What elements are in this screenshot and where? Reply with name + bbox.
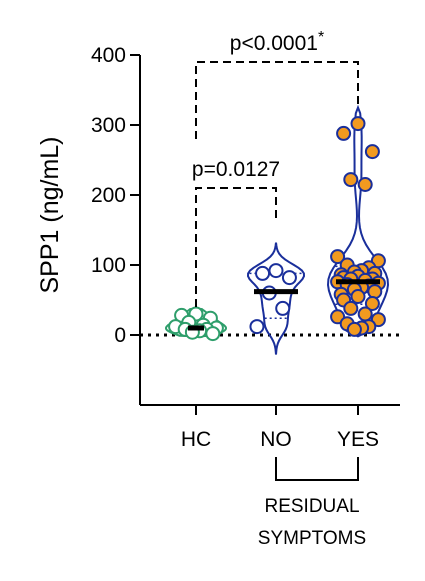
x-tick-label-yes: YES: [337, 428, 379, 451]
x-ticks: HC NO YES: [181, 405, 379, 451]
significance-annotations: p=0.0127 p<0.0001*: [192, 29, 359, 307]
data-point: [357, 177, 373, 192]
y-tick-label: 0: [114, 324, 126, 347]
data-point: [343, 300, 359, 316]
significance-bracket: [195, 187, 277, 307]
group-label-line-2: SYMPTOMS: [258, 528, 366, 549]
p-value-label: p<0.0001*: [230, 29, 324, 55]
data-point: [346, 321, 362, 337]
data-point: [249, 319, 265, 335]
data-point: [205, 326, 221, 342]
x-tick-label-no: NO: [260, 428, 292, 451]
data-point: [364, 296, 380, 311]
y-tick-label: 400: [91, 44, 126, 67]
y-axis-label: SPP1 (ng/mL): [36, 136, 64, 293]
x-tick-label-hc: HC: [181, 428, 211, 451]
p-value-label: p=0.0127: [192, 158, 280, 181]
group-bracket-line: [275, 457, 359, 481]
data-point: [330, 249, 346, 265]
data-point: [275, 300, 291, 316]
violins: [164, 104, 390, 355]
group-bracket: RESIDUAL SYMPTOMS: [258, 457, 366, 549]
violin-no: [246, 242, 306, 355]
data-point: [364, 144, 380, 160]
data-point: [350, 116, 366, 132]
data-point: [268, 263, 284, 279]
data-point: [255, 265, 271, 281]
axes: [139, 55, 400, 406]
data-point: [281, 270, 297, 286]
y-tick-label: 200: [91, 184, 126, 207]
y-tick-label: 100: [91, 254, 126, 277]
data-point: [336, 125, 352, 141]
data-point: [350, 289, 366, 304]
data-point: [343, 172, 359, 188]
significance-bracket: [195, 61, 359, 139]
y-ticks: 0 100 200 300 400: [91, 44, 140, 347]
data-point: [367, 284, 383, 300]
group-label-line-1: RESIDUAL: [264, 496, 359, 517]
y-tick-label: 300: [91, 114, 126, 137]
data-point: [357, 306, 373, 322]
